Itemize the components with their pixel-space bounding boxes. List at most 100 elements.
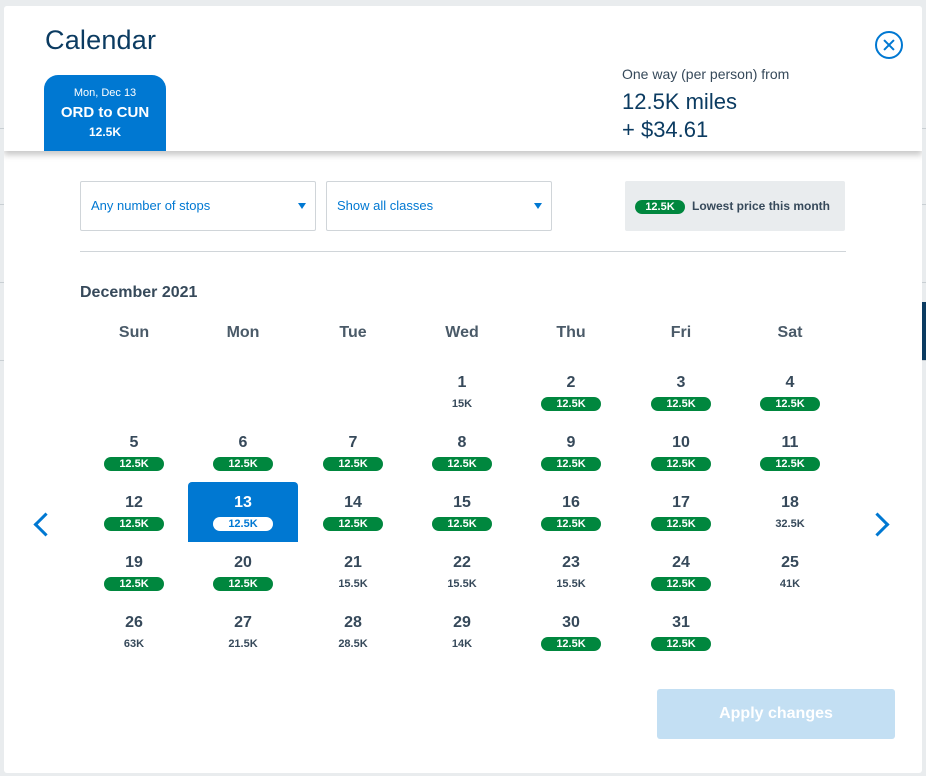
stops-select-value: Any number of stops xyxy=(91,198,211,213)
lowest-price-badge: 12.5K xyxy=(104,577,164,591)
weekday-label: Sun xyxy=(118,324,150,341)
divider xyxy=(80,251,846,252)
lowest-price-badge: 12.5K xyxy=(323,517,383,531)
calendar-day[interactable]: 25 41K xyxy=(735,542,845,602)
calendar-day[interactable]: 3 12.5K xyxy=(626,362,736,422)
calendar-day[interactable]: 14 12.5K xyxy=(298,482,408,542)
lowest-price-badge: 12.5K xyxy=(323,457,383,471)
caret-down-icon xyxy=(534,203,542,209)
day-number: 1 xyxy=(457,374,467,391)
day-price: 41K xyxy=(779,578,801,590)
day-number: 30 xyxy=(562,614,580,631)
calendar-day[interactable]: 4 12.5K xyxy=(735,362,845,422)
lowest-price-badge: 12.5K xyxy=(104,457,164,471)
day-number: 16 xyxy=(562,494,580,511)
day-number: 26 xyxy=(125,614,143,631)
calendar-day[interactable]: 12 12.5K xyxy=(79,482,189,542)
lowest-price-badge: 12.5K xyxy=(541,517,601,531)
caret-down-icon xyxy=(298,203,306,209)
lowest-price-badge: 12.5K xyxy=(760,397,820,411)
calendar-day[interactable]: 26 63K xyxy=(79,602,189,662)
chevron-left-icon[interactable] xyxy=(32,511,52,537)
day-number: 21 xyxy=(344,554,362,571)
lowest-price-badge: 12.5K xyxy=(213,517,273,531)
trip-price: 12.5K xyxy=(88,125,122,139)
calendar-day[interactable]: 19 12.5K xyxy=(79,542,189,602)
trip-tab-ord-cun[interactable]: Mon, Dec 13 ORD to CUN 12.5K xyxy=(44,75,166,151)
weekday-label: Mon xyxy=(226,324,260,341)
day-number: 29 xyxy=(453,614,471,631)
day-number: 31 xyxy=(672,614,690,631)
day-number: 7 xyxy=(348,434,358,451)
calendar-day[interactable]: 13 12.5K xyxy=(188,482,298,542)
lowest-price-badge: 12.5K xyxy=(432,517,492,531)
calendar-day[interactable]: 22 15.5K xyxy=(407,542,517,602)
calendar-day[interactable]: 7 12.5K xyxy=(298,422,408,482)
stops-select[interactable]: Any number of stops xyxy=(80,181,316,231)
day-number: 17 xyxy=(672,494,690,511)
day-price: 15.5K xyxy=(338,578,368,590)
lowest-price-badge: 12.5K xyxy=(651,397,711,411)
day-number: 10 xyxy=(672,434,690,451)
day-price: 21.5K xyxy=(228,638,258,650)
calendar-day[interactable]: 8 12.5K xyxy=(407,422,517,482)
modal-title: Calendar xyxy=(45,25,157,55)
day-number: 12 xyxy=(125,494,143,511)
month-label: December 2021 xyxy=(80,284,198,301)
calendar-day[interactable]: 16 12.5K xyxy=(516,482,626,542)
day-number: 20 xyxy=(234,554,252,571)
fare-cash: + $34.61 xyxy=(622,117,709,142)
calendar-day[interactable]: 18 32.5K xyxy=(735,482,845,542)
day-number: 3 xyxy=(676,374,686,391)
calendar-day[interactable]: 27 21.5K xyxy=(188,602,298,662)
day-number: 28 xyxy=(344,614,362,631)
day-price: 14K xyxy=(451,638,473,650)
calendar-day[interactable]: 15 12.5K xyxy=(407,482,517,542)
trip-route: ORD to CUN xyxy=(60,104,150,121)
day-number: 27 xyxy=(234,614,252,631)
day-price: 28.5K xyxy=(338,638,368,650)
day-number: 4 xyxy=(785,374,795,391)
calendar-day[interactable]: 6 12.5K xyxy=(188,422,298,482)
calendar-day[interactable]: 31 12.5K xyxy=(626,602,736,662)
calendar-day[interactable]: 17 12.5K xyxy=(626,482,736,542)
calendar-day[interactable]: 9 12.5K xyxy=(516,422,626,482)
fare-label: One way (per person) from xyxy=(622,66,790,82)
lowest-price-badge: 12.5K xyxy=(541,397,601,411)
day-price: 15.5K xyxy=(556,578,586,590)
calendar-day[interactable]: 11 12.5K xyxy=(735,422,845,482)
calendar-day[interactable]: 23 15.5K xyxy=(516,542,626,602)
weekday-label: Sat xyxy=(777,324,803,341)
legend-text: Lowest price this month xyxy=(692,199,831,213)
day-number: 25 xyxy=(781,554,799,571)
chevron-right-icon[interactable] xyxy=(870,511,890,537)
lowest-price-badge: 12.5K xyxy=(651,457,711,471)
close-icon[interactable] xyxy=(875,31,903,59)
calendar-day[interactable]: 28 28.5K xyxy=(298,602,408,662)
lowest-price-badge: 12.5K xyxy=(541,457,601,471)
day-number: 14 xyxy=(344,494,362,511)
day-number: 23 xyxy=(562,554,580,571)
calendar-day[interactable]: 21 15.5K xyxy=(298,542,408,602)
day-number: 6 xyxy=(238,434,248,451)
calendar-day[interactable]: 29 14K xyxy=(407,602,517,662)
weekday-label: Tue xyxy=(339,324,367,341)
classes-select[interactable]: Show all classes xyxy=(326,181,552,231)
calendar-day[interactable]: 1 15K xyxy=(407,362,517,422)
calendar-day[interactable]: 10 12.5K xyxy=(626,422,736,482)
day-number: 8 xyxy=(457,434,467,451)
lowest-price-badge: 12.5K xyxy=(213,457,273,471)
day-price: 63K xyxy=(123,638,145,650)
day-number: 19 xyxy=(125,554,143,571)
calendar-day[interactable]: 30 12.5K xyxy=(516,602,626,662)
calendar-day[interactable]: 5 12.5K xyxy=(79,422,189,482)
lowest-price-badge: 12.5K xyxy=(651,517,711,531)
day-number: 18 xyxy=(781,494,799,511)
calendar-day[interactable]: 20 12.5K xyxy=(188,542,298,602)
apply-changes-button[interactable]: Apply changes xyxy=(657,689,895,739)
calendar-modal: Calendar Mon, Dec 13 ORD to CUN 12.5K On… xyxy=(4,6,922,773)
calendar-day[interactable]: 24 12.5K xyxy=(626,542,736,602)
calendar-day[interactable]: 2 12.5K xyxy=(516,362,626,422)
legend-price-badge: 12.5K xyxy=(635,200,685,214)
fare-miles: 12.5K miles xyxy=(622,89,737,114)
